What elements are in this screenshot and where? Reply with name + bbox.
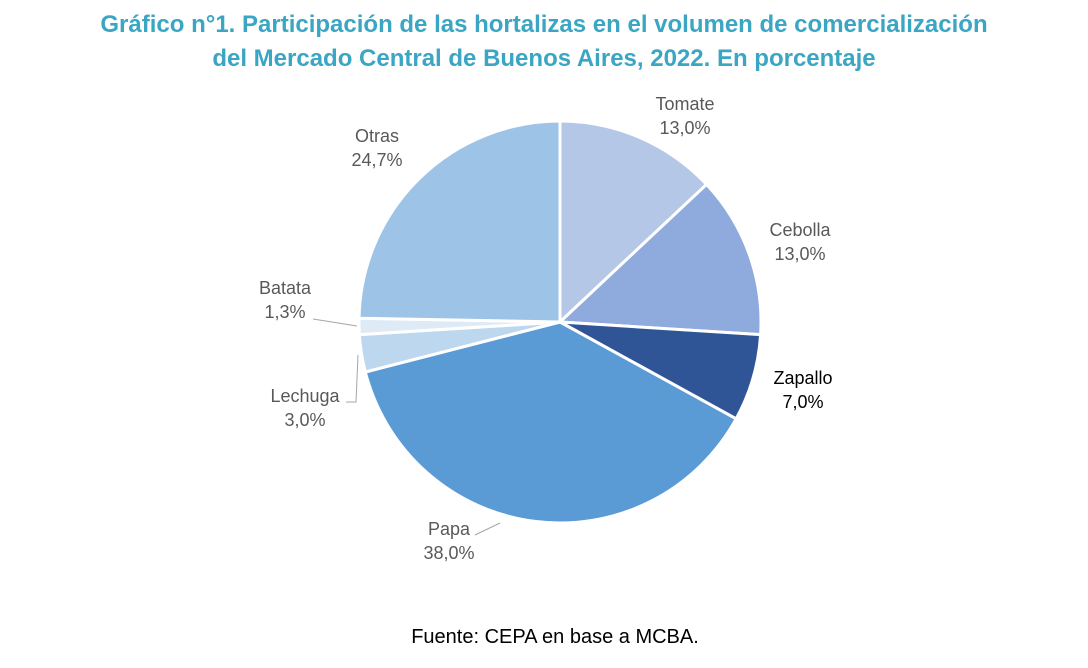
- slice-label-value-lechuga: 3,0%: [284, 410, 325, 430]
- leader-line-papa: [474, 522, 501, 536]
- slice-label-name-batata: Batata: [259, 278, 312, 298]
- slice-label-name-papa: Papa: [428, 519, 471, 539]
- slice-label-name-cebolla: Cebolla: [769, 220, 831, 240]
- slice-label-value-zapallo: 7,0%: [782, 392, 823, 412]
- pie-slice-papa: [363, 320, 738, 525]
- slice-label-value-tomate: 13,0%: [659, 118, 710, 138]
- chart-title-line-2: del Mercado Central de Buenos Aires, 202…: [212, 45, 876, 72]
- leader-line-lechuga: [346, 354, 359, 403]
- slice-label-value-papa: 38,0%: [423, 543, 474, 563]
- slice-label-name-lechuga: Lechuga: [270, 386, 340, 406]
- chart-title-line-1: Gráfico n°1. Participación de las hortal…: [100, 11, 988, 38]
- slice-label-value-otras: 24,7%: [351, 150, 402, 170]
- slice-label-value-batata: 1,3%: [264, 302, 305, 322]
- slice-label-name-zapallo: Zapallo: [773, 368, 832, 388]
- pie-slice-cebolla: [558, 182, 763, 337]
- chart-title: Gráfico n°1. Participación de las hortal…: [0, 8, 1088, 76]
- source-note: Fuente: CEPA en base a MCBA.: [411, 626, 699, 648]
- pie-slice-tomate: [558, 119, 709, 324]
- slice-label-value-cebolla: 13,0%: [774, 244, 825, 264]
- slice-label-name-otras: Otras: [355, 126, 399, 146]
- pie-slice-otras: [357, 119, 562, 324]
- slice-label-name-tomate: Tomate: [655, 94, 714, 114]
- leader-line-batata: [312, 318, 358, 327]
